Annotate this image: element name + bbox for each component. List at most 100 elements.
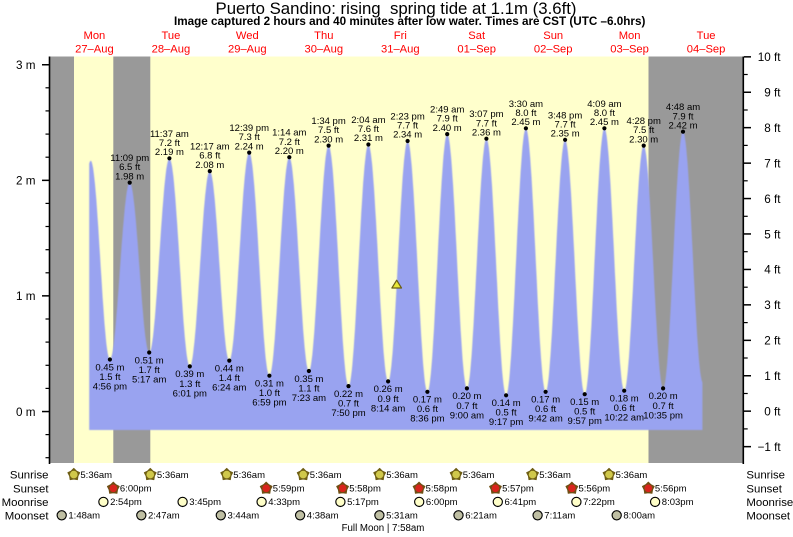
- svg-text:2.20 m: 2.20 m: [275, 146, 304, 157]
- svg-text:7.5 ft: 7.5 ft: [318, 125, 339, 136]
- svg-text:0.17 m: 0.17 m: [531, 395, 560, 406]
- svg-text:1 ft: 1 ft: [764, 370, 781, 383]
- svg-text:5:36am: 5:36am: [80, 470, 112, 481]
- svg-text:Moonrise: Moonrise: [2, 497, 49, 509]
- svg-text:Wed: Wed: [236, 30, 259, 42]
- svg-text:7:11am: 7:11am: [544, 511, 575, 522]
- svg-text:9:17 pm: 9:17 pm: [489, 417, 523, 428]
- svg-text:3 m: 3 m: [16, 59, 35, 72]
- svg-text:3 ft: 3 ft: [764, 299, 781, 312]
- svg-text:7.7 ft: 7.7 ft: [476, 118, 497, 129]
- svg-text:Tue: Tue: [161, 30, 180, 42]
- svg-text:0.6 ft: 0.6 ft: [535, 404, 556, 415]
- svg-text:04–Sep: 04–Sep: [687, 44, 726, 56]
- svg-text:3:45pm: 3:45pm: [189, 497, 221, 508]
- svg-text:6:59 pm: 6:59 pm: [252, 398, 286, 409]
- svg-text:Moonset: Moonset: [5, 510, 50, 522]
- svg-text:6:41pm: 6:41pm: [505, 497, 537, 508]
- svg-text:8.0 ft: 8.0 ft: [515, 108, 536, 119]
- svg-text:2.19 m: 2.19 m: [155, 147, 184, 158]
- svg-text:6:24 am: 6:24 am: [212, 383, 246, 394]
- svg-text:1.98 m: 1.98 m: [115, 171, 144, 182]
- svg-text:31–Aug: 31–Aug: [381, 44, 420, 56]
- svg-text:6:00pm: 6:00pm: [120, 484, 152, 495]
- svg-text:1:48am: 1:48am: [68, 511, 100, 522]
- svg-text:5:36am: 5:36am: [463, 470, 495, 481]
- svg-text:6:21am: 6:21am: [465, 511, 497, 522]
- svg-text:−1 ft: −1 ft: [758, 441, 782, 454]
- svg-text:03–Sep: 03–Sep: [610, 44, 649, 56]
- svg-text:1.3 ft: 1.3 ft: [179, 379, 200, 390]
- svg-text:Moonrise: Moonrise: [746, 497, 793, 509]
- svg-text:Sat: Sat: [468, 30, 486, 42]
- svg-text:2.45 m: 2.45 m: [511, 117, 540, 128]
- svg-text:7.2 ft: 7.2 ft: [159, 138, 180, 149]
- svg-text:Sunrise: Sunrise: [10, 470, 49, 482]
- svg-text:0 m: 0 m: [16, 406, 35, 419]
- svg-text:5:36am: 5:36am: [616, 470, 648, 481]
- svg-text:0.14 m: 0.14 m: [492, 398, 521, 409]
- svg-text:0.44 m: 0.44 m: [215, 363, 244, 374]
- svg-text:2.34 m: 2.34 m: [393, 130, 422, 141]
- svg-text:Sun: Sun: [543, 30, 563, 42]
- svg-text:8.0 ft: 8.0 ft: [594, 108, 615, 119]
- svg-text:27–Aug: 27–Aug: [75, 44, 114, 56]
- svg-text:10 ft: 10 ft: [758, 51, 781, 64]
- svg-text:1.1 ft: 1.1 ft: [298, 383, 319, 394]
- svg-text:0.39 m: 0.39 m: [175, 369, 204, 380]
- svg-text:Puerto Sandino: rising spring: Puerto Sandino: rising spring tide at 1.…: [216, 0, 577, 18]
- svg-text:2.45 m: 2.45 m: [590, 117, 619, 128]
- svg-text:5:36am: 5:36am: [157, 470, 189, 481]
- svg-text:5 ft: 5 ft: [764, 228, 781, 241]
- svg-text:0.17 m: 0.17 m: [413, 395, 442, 406]
- svg-text:Mon: Mon: [84, 30, 106, 42]
- svg-text:01–Sep: 01–Sep: [457, 44, 496, 56]
- svg-text:Mon: Mon: [619, 30, 641, 42]
- svg-text:0.6 ft: 0.6 ft: [417, 404, 438, 415]
- svg-text:30–Aug: 30–Aug: [305, 44, 344, 56]
- svg-text:4:33pm: 4:33pm: [268, 497, 300, 508]
- svg-text:2.30 m: 2.30 m: [314, 134, 343, 145]
- svg-text:7.5 ft: 7.5 ft: [633, 125, 654, 136]
- svg-text:0.26 m: 0.26 m: [374, 384, 403, 395]
- svg-text:5:17pm: 5:17pm: [347, 497, 379, 508]
- svg-text:7:22pm: 7:22pm: [583, 497, 615, 508]
- svg-text:2.24 m: 2.24 m: [235, 141, 264, 152]
- svg-text:7.9 ft: 7.9 ft: [437, 114, 458, 125]
- svg-text:1.0 ft: 1.0 ft: [259, 388, 280, 399]
- svg-text:4 ft: 4 ft: [764, 264, 781, 277]
- svg-text:Tue: Tue: [697, 30, 716, 42]
- svg-text:4:28 pm: 4:28 pm: [627, 116, 661, 127]
- svg-text:6.8 ft: 6.8 ft: [199, 151, 220, 162]
- svg-text:7.3 ft: 7.3 ft: [239, 132, 260, 143]
- svg-text:4:38am: 4:38am: [307, 511, 339, 522]
- svg-text:Moonset: Moonset: [746, 510, 791, 522]
- svg-text:1.5 ft: 1.5 ft: [99, 372, 120, 383]
- svg-text:3:30 am: 3:30 am: [509, 99, 543, 110]
- svg-text:6:00pm: 6:00pm: [426, 497, 458, 508]
- svg-text:7:23 am: 7:23 am: [292, 393, 326, 404]
- svg-text:Image captured 2 hours and 40: Image captured 2 hours and 40 minutes af…: [174, 15, 645, 28]
- svg-text:10:22 am: 10:22 am: [604, 413, 644, 424]
- svg-text:7:50 pm: 7:50 pm: [331, 408, 365, 419]
- svg-text:1.4 ft: 1.4 ft: [219, 373, 240, 384]
- svg-text:5:31am: 5:31am: [386, 511, 418, 522]
- svg-text:0.18 m: 0.18 m: [610, 394, 639, 405]
- svg-text:8 ft: 8 ft: [764, 122, 781, 135]
- svg-text:2 ft: 2 ft: [764, 335, 781, 348]
- svg-text:2.40 m: 2.40 m: [433, 123, 462, 134]
- svg-text:8:14 am: 8:14 am: [371, 403, 405, 414]
- svg-text:0.7 ft: 0.7 ft: [456, 401, 477, 412]
- svg-text:0.35 m: 0.35 m: [294, 374, 323, 385]
- svg-text:29–Aug: 29–Aug: [228, 44, 267, 56]
- svg-text:3:07 pm: 3:07 pm: [469, 109, 503, 120]
- svg-text:0.6 ft: 0.6 ft: [614, 403, 635, 414]
- svg-text:6.5 ft: 6.5 ft: [119, 162, 140, 173]
- svg-text:Full Moon | 7:58am: Full Moon | 7:58am: [342, 523, 425, 534]
- svg-text:2.31 m: 2.31 m: [354, 133, 383, 144]
- svg-text:7.2 ft: 7.2 ft: [279, 137, 300, 148]
- svg-text:7.9 ft: 7.9 ft: [672, 111, 693, 122]
- svg-text:1:14 am: 1:14 am: [272, 128, 306, 139]
- svg-text:9:42 am: 9:42 am: [528, 414, 562, 425]
- svg-text:5:17 am: 5:17 am: [132, 374, 166, 385]
